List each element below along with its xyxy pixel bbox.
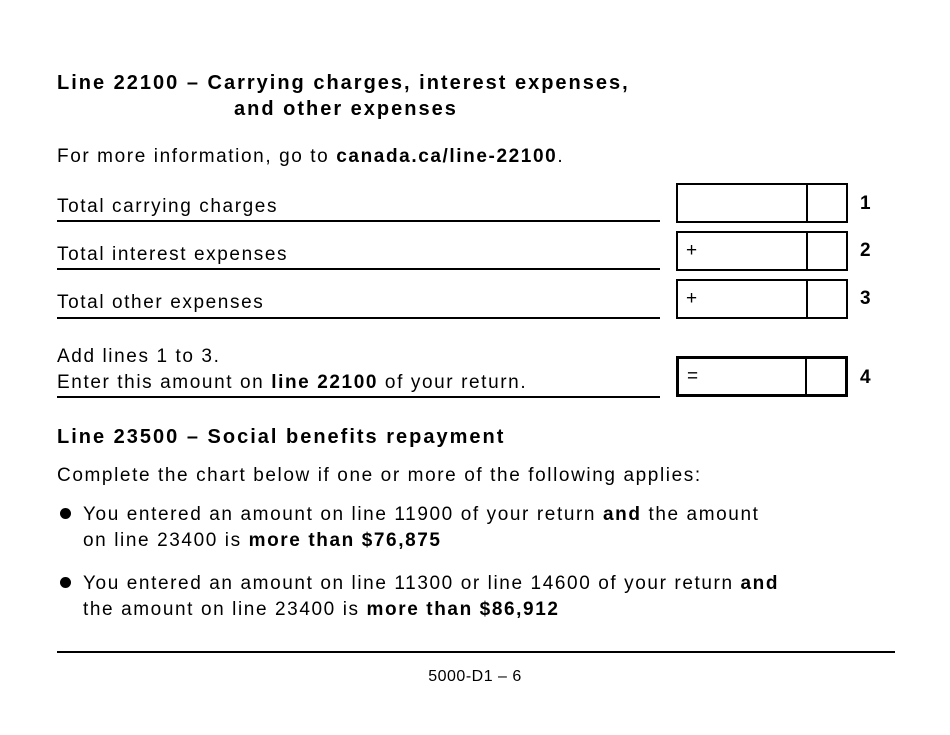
cents-divider: [806, 281, 808, 317]
operator: =: [687, 366, 700, 387]
cents-divider: [806, 185, 808, 221]
amount-field-2[interactable]: +: [676, 231, 848, 271]
bold-text: and: [602, 504, 642, 525]
intro-text: Complete the chart below if one or more …: [57, 465, 702, 486]
cents-divider: [805, 359, 807, 394]
total-instruction-2: Enter this amount on line 22100 of your …: [57, 372, 527, 394]
bullet-line: the amount on line 23400 is more than $8…: [83, 599, 560, 621]
text: You entered an amount on line 11900 of y…: [83, 504, 603, 525]
section-title-cont: and other expenses: [234, 98, 458, 121]
line-number: 3: [860, 288, 873, 309]
row-label: Total other expenses: [57, 292, 265, 313]
bullet-line: You entered an amount on line 11300 or l…: [83, 573, 779, 595]
line-number: 2: [860, 240, 873, 261]
footer-rule: [57, 651, 895, 653]
divider: [57, 396, 660, 398]
operator: +: [686, 240, 699, 261]
bold-text: more than $76,875: [248, 530, 442, 551]
bold-text: and: [740, 573, 780, 594]
text: the amount on line 23400 is: [83, 599, 367, 620]
text: You entered an amount on line 11300 or l…: [83, 573, 741, 594]
amount-field-4[interactable]: =: [676, 356, 848, 397]
amount-field-1[interactable]: [676, 183, 848, 223]
bullet-icon: [60, 508, 71, 519]
bold-text: line 22100: [271, 372, 379, 393]
text: Enter this amount on: [57, 372, 272, 393]
divider: [57, 268, 660, 270]
text: on line 23400 is: [83, 530, 249, 551]
divider: [57, 220, 660, 222]
divider: [57, 317, 660, 319]
row-label: Total interest expenses: [57, 244, 289, 265]
bullet-line: You entered an amount on line 11900 of y…: [83, 504, 760, 526]
info-suffix: .: [557, 146, 565, 167]
operator: +: [686, 288, 699, 309]
total-instruction: Add lines 1 to 3.: [57, 346, 221, 367]
line-number: 1: [860, 193, 873, 214]
title-line-2: and other expenses: [234, 98, 458, 120]
section-title-2: Line 23500 – Social benefits repayment: [57, 426, 506, 448]
bold-text: more than $86,912: [366, 599, 560, 620]
page-number: 5000-D1 – 6: [428, 668, 522, 685]
info-text: For more information, go to canada.ca/li…: [57, 146, 564, 168]
cents-divider: [806, 233, 808, 269]
info-link[interactable]: canada.ca/line-22100: [336, 146, 558, 167]
bullet-line: on line 23400 is more than $76,875: [83, 530, 442, 552]
line-number: 4: [860, 367, 873, 388]
text: of your return.: [378, 372, 528, 393]
section-title: Line 22100 – Carrying charges, interest …: [57, 72, 630, 95]
info-prefix: For more information, go to: [57, 146, 337, 167]
amount-field-3[interactable]: +: [676, 279, 848, 319]
bullet-icon: [60, 577, 71, 588]
title-line-1: Line 22100 – Carrying charges, interest …: [57, 72, 630, 94]
text: the amount: [641, 504, 760, 525]
row-label: Total carrying charges: [57, 196, 279, 217]
